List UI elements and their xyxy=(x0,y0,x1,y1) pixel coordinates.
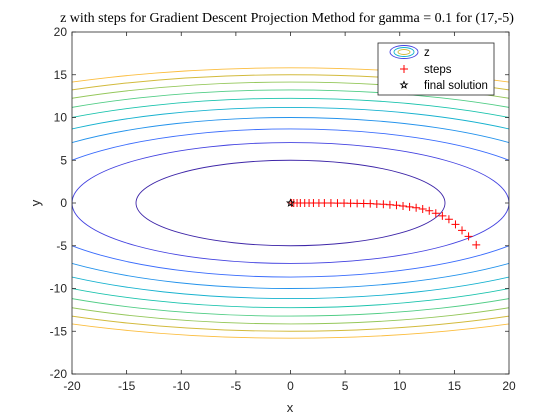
x-tick-label: 0 xyxy=(287,379,294,393)
legend-contour-ring xyxy=(397,49,411,55)
contour-level-600 xyxy=(72,128,509,278)
x-tick-label: 5 xyxy=(342,379,349,393)
contour-level-1000 xyxy=(72,106,509,300)
contour-level-200 xyxy=(135,159,446,247)
legend-steps-icon xyxy=(400,65,408,73)
y-tick-label: -15 xyxy=(50,324,68,338)
x-tick-label: -15 xyxy=(118,379,136,393)
steps-series xyxy=(287,199,481,249)
final-solution-point xyxy=(285,198,296,207)
x-tick-label: 15 xyxy=(448,379,462,393)
x-tick-label: 10 xyxy=(393,379,407,393)
step-point xyxy=(399,201,408,210)
contour-level-1800 xyxy=(72,74,509,332)
x-tick-label: 20 xyxy=(502,379,516,393)
x-axis-label: x xyxy=(287,400,294,415)
y-tick-label: 15 xyxy=(54,68,68,82)
contour-level-1600 xyxy=(72,81,509,325)
step-point xyxy=(418,204,427,213)
y-tick-label: 0 xyxy=(60,196,67,210)
step-point xyxy=(451,220,460,229)
x-tick-label: -5 xyxy=(231,379,242,393)
step-point xyxy=(412,203,421,212)
step-point xyxy=(444,215,453,224)
step-point xyxy=(438,211,447,220)
contour-level-1200 xyxy=(72,97,509,309)
axes xyxy=(71,31,510,375)
y-axis-label: y xyxy=(28,199,43,206)
legend: z steps final solution xyxy=(377,42,495,96)
chart-title: z with steps for Gradient Descent Projec… xyxy=(60,11,514,26)
x-tick-label: -20 xyxy=(63,379,81,393)
legend-label-final-solution: final solution xyxy=(424,80,488,92)
contour-level-800 xyxy=(72,117,509,289)
y-tick-labels: 20 15 10 5 0 -5 -10 -15 -20 xyxy=(50,25,68,381)
legend-contour-ring xyxy=(393,47,415,57)
y-tick-label: 10 xyxy=(54,111,68,125)
step-point xyxy=(472,240,481,249)
y-tick-label: 20 xyxy=(54,25,68,39)
legend-label-steps: steps xyxy=(424,64,452,76)
legend-contour-icon xyxy=(389,45,419,59)
x-tick-label: -10 xyxy=(173,379,191,393)
legend-final-icon xyxy=(399,80,409,89)
contour-level-1400 xyxy=(72,89,509,317)
legend-label-z: z xyxy=(424,47,430,59)
step-point xyxy=(458,226,467,235)
legend-steps-marker xyxy=(400,65,408,73)
step-point xyxy=(392,201,401,210)
contour-level-2000 xyxy=(72,67,509,339)
x-tick-labels: -20 -15 -10 -5 0 5 10 15 20 xyxy=(63,379,516,393)
y-tick-label: -20 xyxy=(50,367,68,381)
step-point xyxy=(425,206,434,215)
y-tick-label: 5 xyxy=(60,153,67,167)
contour-level-400 xyxy=(72,142,509,264)
legend-contour-ring xyxy=(389,45,419,59)
step-point xyxy=(405,202,414,211)
y-tick-label: -10 xyxy=(50,282,68,296)
y-tick-label: -5 xyxy=(56,239,67,253)
step-point xyxy=(431,209,440,218)
final-solution-series xyxy=(285,198,296,207)
step-point xyxy=(464,232,473,241)
contour-lines xyxy=(72,67,509,339)
legend-final-marker xyxy=(399,80,409,89)
legend-box xyxy=(377,42,495,96)
